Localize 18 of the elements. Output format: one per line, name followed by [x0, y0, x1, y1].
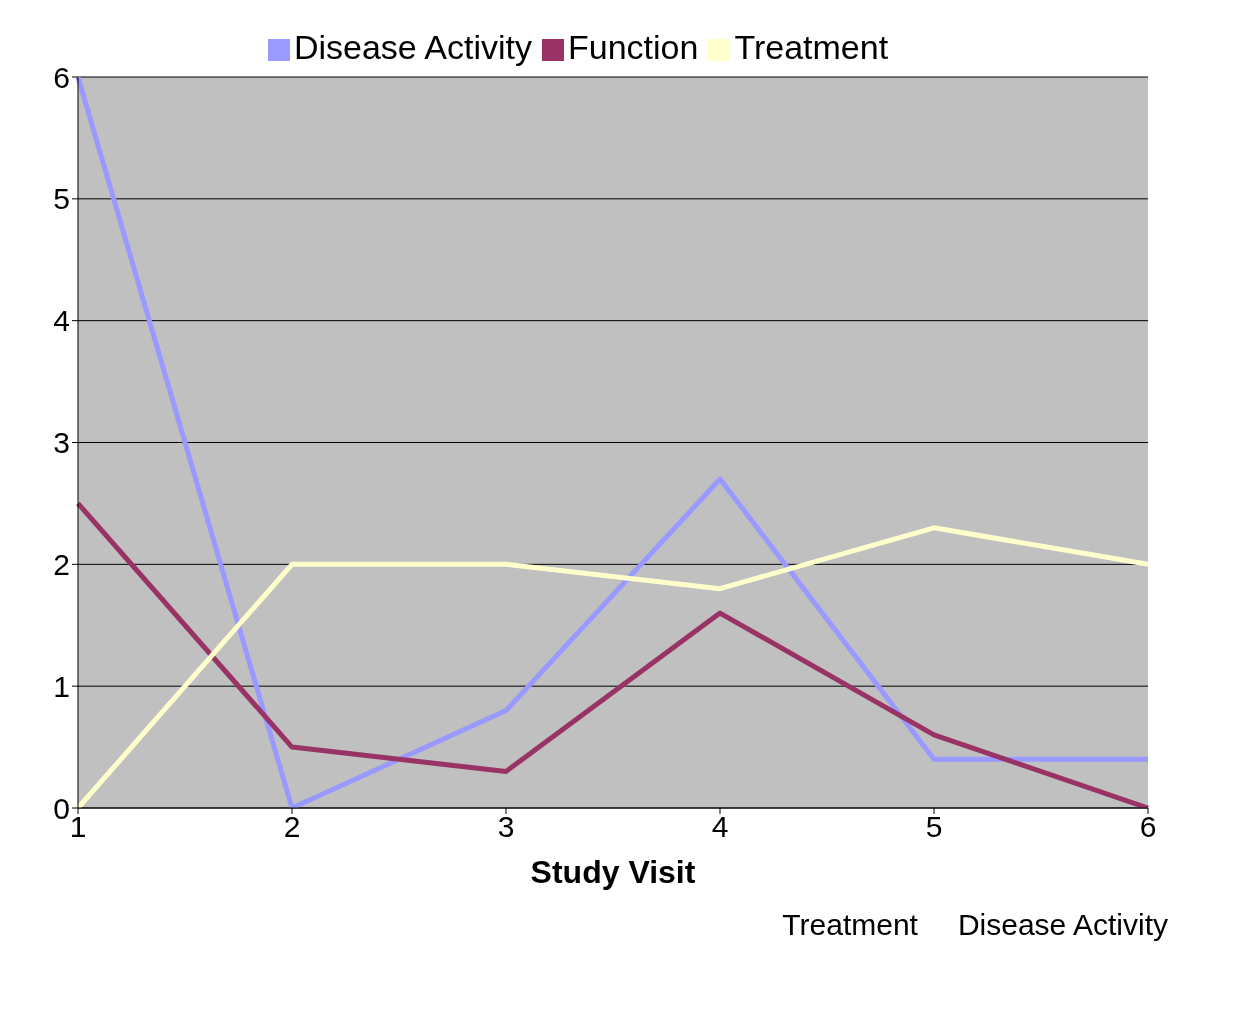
legend-label: Treatment: [734, 28, 889, 66]
y-tick-label: 2: [53, 547, 70, 581]
x-axis-title: Study Visit: [530, 854, 696, 890]
y-tick-label: 4: [53, 304, 70, 338]
legend-label: Function: [568, 28, 699, 66]
y-tick-label: 0: [53, 791, 70, 825]
y-tick-label: 5: [53, 182, 70, 216]
text: Disease Activity: [957, 908, 1168, 942]
text: Treatment: [782, 908, 918, 942]
legend-label: Disease Activity: [293, 28, 532, 66]
x-tick-label: 3: [497, 810, 515, 844]
y-tick-label: 1: [53, 669, 70, 703]
y-tick-label: 3: [53, 426, 70, 460]
y-tick-label: 6: [53, 60, 70, 94]
x-tick-label: 4: [711, 810, 729, 844]
x-tick-label: 6: [1139, 810, 1157, 844]
x-tick-label: 2: [283, 810, 301, 844]
x-tick-label: 5: [925, 810, 943, 844]
